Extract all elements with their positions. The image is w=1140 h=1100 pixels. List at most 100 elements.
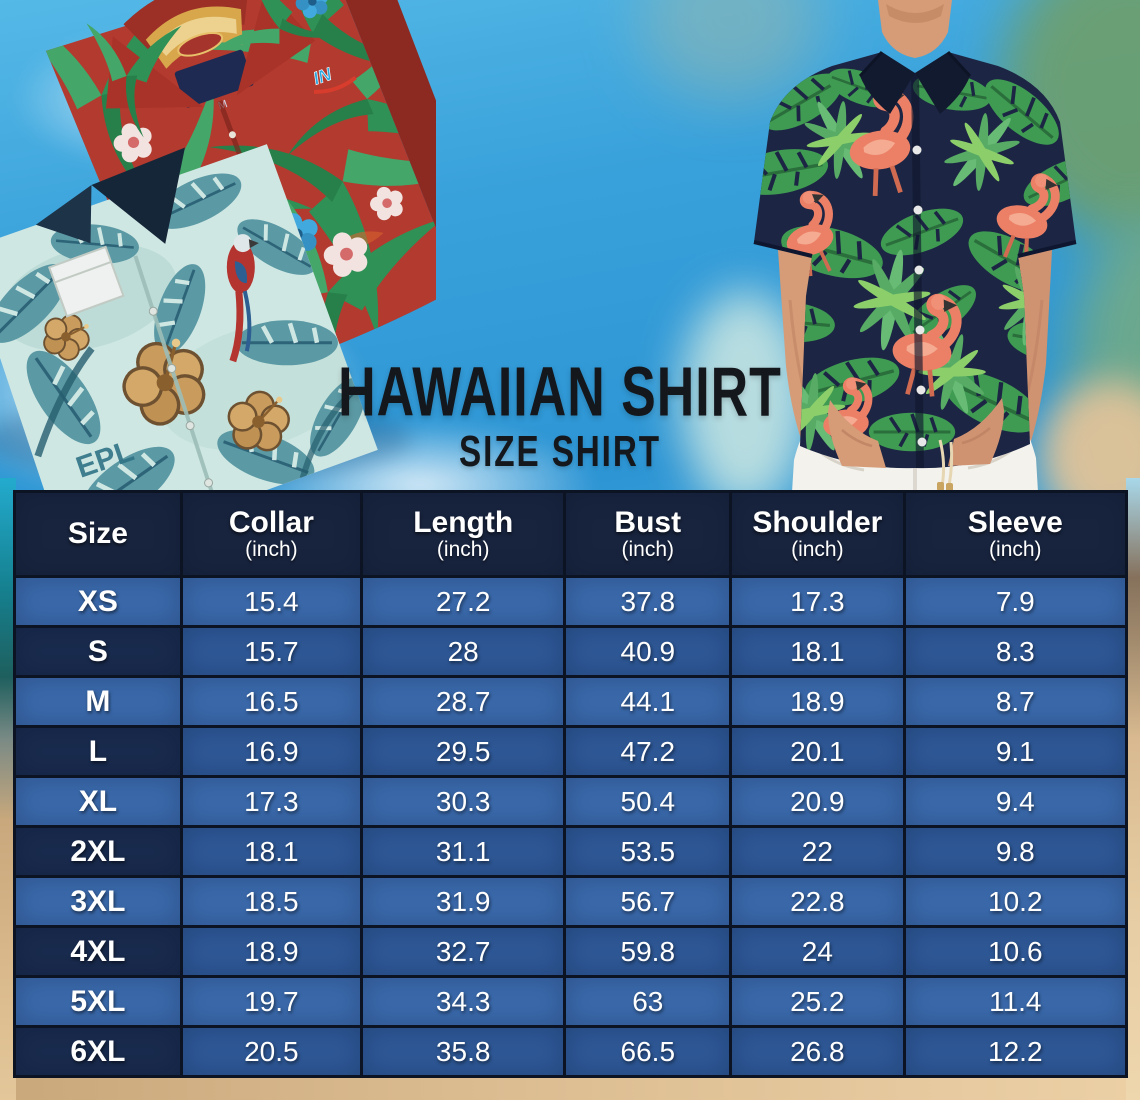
column-header-length: Length (inch) [359, 490, 567, 578]
measurement-value: 10.2 [902, 875, 1129, 928]
measurement-value: 34.3 [359, 975, 567, 1028]
measurement-value: 26.8 [729, 1025, 906, 1078]
poster-title: HAWAIIAN SHIRT [338, 353, 782, 432]
measurement-value: 28 [359, 625, 567, 678]
measurement-value: 47.2 [563, 725, 733, 778]
column-unit: (inch) [989, 538, 1042, 562]
column-label: Size [67, 517, 128, 551]
size-label: S [13, 625, 183, 678]
size-label: 4XL [13, 925, 183, 978]
drawstring-tassel [937, 439, 954, 492]
measurement-value: 44.1 [563, 675, 733, 728]
photo-edge-right [1126, 478, 1140, 1100]
measurement-value: 15.7 [179, 625, 363, 678]
measurement-value: 30.3 [359, 775, 567, 828]
measurement-value: 15.4 [179, 575, 363, 628]
measurement-value: 8.7 [902, 675, 1129, 728]
column-label: Shoulder [752, 505, 883, 539]
size-label: 6XL [13, 1025, 183, 1078]
size-row-6xl: 6XL 20.5 35.8 66.5 26.8 12.2 [13, 1025, 1129, 1078]
photo-edge-left [0, 478, 16, 1100]
measurement-value: 37.8 [563, 575, 733, 628]
size-row-m: M 16.5 28.7 44.1 18.9 8.7 [13, 675, 1129, 728]
size-row-2xl: 2XL 18.1 31.1 53.5 22 9.8 [13, 825, 1129, 878]
measurement-value: 28.7 [359, 675, 567, 728]
shirt-buttons [912, 145, 927, 447]
size-label: XL [13, 775, 183, 828]
measurement-value: 20.9 [729, 775, 906, 828]
measurement-value: 18.9 [729, 675, 906, 728]
size-label: 3XL [13, 875, 183, 928]
size-label: 5XL [13, 975, 183, 1028]
measurement-value: 11.4 [902, 975, 1129, 1028]
measurement-value: 24 [729, 925, 906, 978]
model-shirt-collar [858, 50, 972, 114]
size-row-l: L 16.9 29.5 47.2 20.1 9.1 [13, 725, 1129, 778]
measurement-value: 63 [563, 975, 733, 1028]
measurement-value: 10.6 [902, 925, 1129, 978]
column-header-size: Size [13, 490, 183, 578]
title-block: HAWAIIAN SHIRT SIZE SHIRT [322, 352, 798, 475]
measurement-value: 8.3 [902, 625, 1129, 678]
teal-shirt-collar [35, 147, 222, 514]
column-label: Bust [614, 505, 682, 539]
measurement-value: 17.3 [729, 575, 906, 628]
size-chart-table: Size Collar (inch) Length (inch) Bust (inch) Sh… [13, 490, 1129, 1078]
column-label: Collar [228, 505, 314, 539]
size-row-xl: XL 17.3 30.3 50.4 20.9 9.4 [13, 775, 1129, 828]
measurement-value: 18.5 [179, 875, 363, 928]
measurement-value: 9.8 [902, 825, 1129, 878]
measurement-value: 32.7 [359, 925, 567, 978]
column-unit: (inch) [621, 538, 675, 562]
sleeve-hems [753, 240, 1077, 258]
measurement-value: 25.2 [729, 975, 906, 1028]
measurement-value: 20.1 [729, 725, 906, 778]
column-label: Sleeve [967, 505, 1063, 539]
red-shirt-collar: M [67, 0, 352, 341]
measurement-value: 16.5 [179, 675, 363, 728]
header-row: Size Collar (inch) Length (inch) Bust (inch) Sh… [13, 490, 1129, 578]
folded-shirts-photo: IN M [0, 0, 436, 514]
size-label: M [13, 675, 183, 728]
measurement-value: 29.5 [359, 725, 567, 778]
measurement-value: 12.2 [902, 1025, 1129, 1078]
measurement-value: 53.5 [563, 825, 733, 878]
teal-hawaiian-shirt: EPL [0, 144, 379, 514]
size-label: 2XL [13, 825, 183, 878]
measurement-value: 22.8 [729, 875, 906, 928]
size-row-4xl: 4XL 18.9 32.7 59.8 24 10.6 [13, 925, 1129, 978]
model-shirt [753, 50, 1077, 469]
column-unit: (inch) [436, 538, 490, 562]
measurement-value: 56.7 [563, 875, 733, 928]
size-row-5xl: 5XL 19.7 34.3 63 25.2 11.4 [13, 975, 1129, 1028]
measurement-value: 66.5 [563, 1025, 733, 1078]
column-label: Length [413, 505, 514, 539]
measurement-value: 20.5 [179, 1025, 363, 1078]
measurement-value: 27.2 [359, 575, 567, 628]
column-header-bust: Bust (inch) [563, 490, 733, 578]
measurement-value: 31.9 [359, 875, 567, 928]
measurement-value: 19.7 [179, 975, 363, 1028]
size-label: L [13, 725, 183, 778]
measurement-value: 7.9 [902, 575, 1129, 628]
column-header-shoulder: Shoulder (inch) [729, 490, 906, 578]
measurement-value: 18.1 [179, 825, 363, 878]
size-row-s: S 15.7 28 40.9 18.1 8.3 [13, 625, 1129, 678]
model-neck [878, 0, 952, 58]
column-unit: (inch) [791, 538, 844, 562]
size-row-xs: XS 15.4 27.2 37.8 17.3 7.9 [13, 575, 1129, 628]
measurement-value: 17.3 [179, 775, 363, 828]
measurement-value: 18.1 [729, 625, 906, 678]
parrot [226, 234, 259, 363]
measurement-value: 59.8 [563, 925, 733, 978]
column-header-collar: Collar (inch) [179, 490, 363, 578]
measurement-value: 9.4 [902, 775, 1129, 828]
measurement-value: 22 [729, 825, 906, 878]
measurement-value: 9.1 [902, 725, 1129, 778]
column-unit: (inch) [245, 538, 298, 562]
measurement-value: 40.9 [563, 625, 733, 678]
model-photo [753, 0, 1077, 492]
size-label: XS [13, 575, 183, 628]
column-header-sleeve: Sleeve (inch) [902, 490, 1129, 578]
